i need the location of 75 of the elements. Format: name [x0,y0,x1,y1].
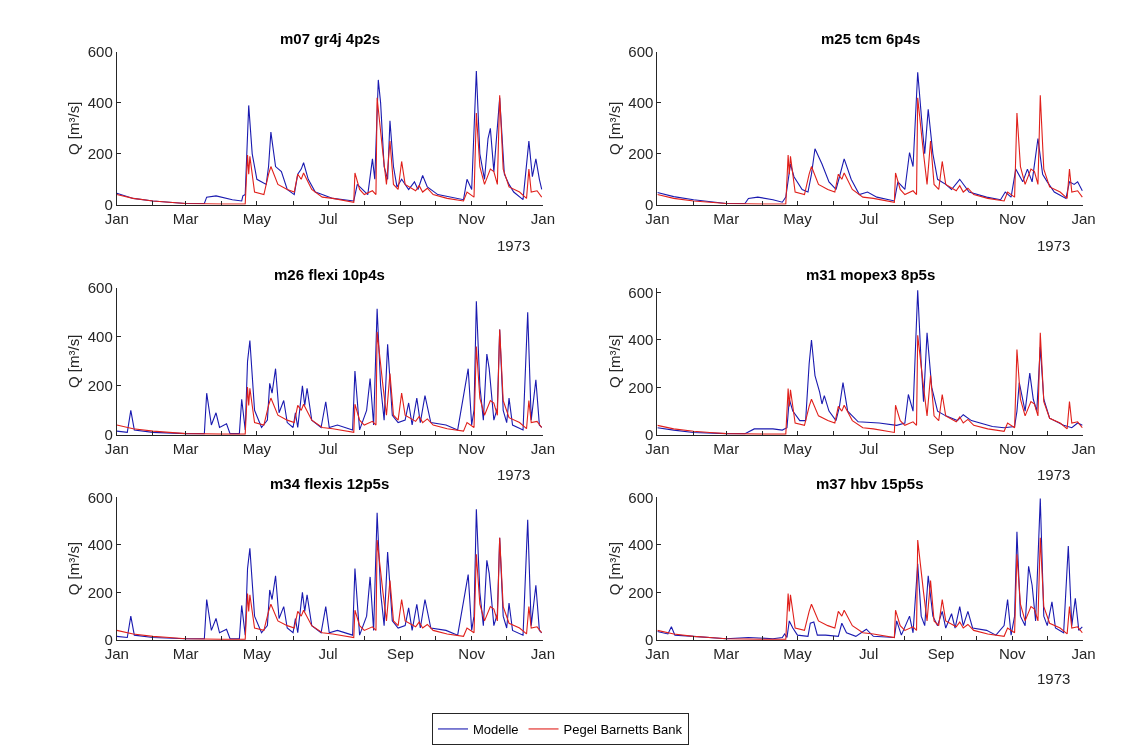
x-tick-label: Mar [172,209,199,227]
y-tick-label: 400 [87,536,113,554]
y-tick-label: 200 [87,583,113,601]
text: 1973 [1037,670,1071,687]
x-tick-label: Sep [387,439,414,457]
x-tick-label: Jul [318,644,338,662]
y-tick-label: 200 [628,145,654,163]
x-tick-label: Mar [172,644,199,662]
y-tick-label: 600 [87,279,113,297]
x-tick-label: Jan [530,644,555,662]
x-tick-label: Jul [859,439,879,457]
x-tick-label: Nov [998,439,1027,457]
x-tick-label: Jan [1071,209,1096,227]
x-tick-label: Jan [530,439,555,457]
y-tick-label: 400 [87,328,113,346]
x-tick-label: Nov [998,209,1027,227]
x-tick-label: May [783,439,813,457]
text: 1973 [1037,466,1071,483]
y-tick-label: 200 [628,583,654,601]
x-tick-label: May [242,439,272,457]
x-tick-label: Nov [998,644,1027,662]
legend-label: Modelle [473,722,519,738]
y-tick-label: 600 [87,488,113,506]
x-tick-label: Sep [927,209,955,227]
chart-title: m34 flexis 12p5s [270,475,390,492]
x-tick-label: Nov [458,209,486,227]
text: 1973 [497,237,531,254]
y-tick-label: 400 [87,94,113,112]
chart-title: m26 flexi 10p4s [274,266,385,283]
x-tick-label: Mar [172,439,199,457]
y-tick-label: 200 [87,145,113,163]
y-axis-title: Q [m³/s] [605,541,623,596]
y-tick-label: 200 [87,377,113,395]
x-tick-label: Nov [458,439,486,457]
x-tick-label: Mar [713,439,740,457]
chart-title: m25 tcm 6p4s [821,30,921,47]
y-tick-label: 600 [628,283,654,301]
chart-title: m31 mopex3 8p5s [806,266,936,283]
x-tick-label: Jul [318,209,338,227]
x-tick-label: Jan [1071,439,1096,457]
chart-title: m07 gr4j 4p2s [280,30,381,47]
chart-title: m37 hbv 15p5s [816,475,924,492]
x-tick-label: Sep [387,209,414,227]
x-tick-label: Jul [859,644,879,662]
y-tick-label: 400 [628,94,654,112]
x-tick-label: Mar [713,209,740,227]
x-tick-label: May [242,644,272,662]
x-tick-label: Nov [458,644,486,662]
text: 1973 [1037,237,1071,254]
y-axis-title: Q [m³/s] [65,541,83,596]
y-tick-label: 400 [628,331,654,349]
text: 1973 [497,466,531,483]
y-axis-title: Q [m³/s] [65,101,83,155]
y-tick-label: 200 [628,378,654,396]
line-series [657,497,1083,640]
y-tick-label: 600 [87,43,113,61]
legend-label: Pegel Barnetts Bank [563,722,683,738]
x-tick-label: May [242,209,272,227]
x-tick-label: Jan [530,209,555,227]
y-axis-title: Q [m³/s] [65,334,83,388]
y-tick-label: 600 [628,43,654,61]
x-tick-label: May [783,209,813,227]
line-series [657,289,1083,435]
y-tick-label: 600 [628,488,654,506]
x-tick-label: Mar [713,644,740,662]
x-tick-label: Sep [927,644,955,662]
x-tick-label: Jan [1071,644,1096,662]
x-tick-label: Sep [387,644,414,662]
y-axis-title: Q [m³/s] [605,101,623,155]
y-axis-title: Q [m³/s] [605,334,623,388]
y-tick-label: 400 [628,536,654,554]
x-tick-label: May [783,644,813,662]
x-tick-label: Jul [318,439,338,457]
x-tick-label: Jul [859,209,879,227]
x-tick-label: Sep [927,439,955,457]
